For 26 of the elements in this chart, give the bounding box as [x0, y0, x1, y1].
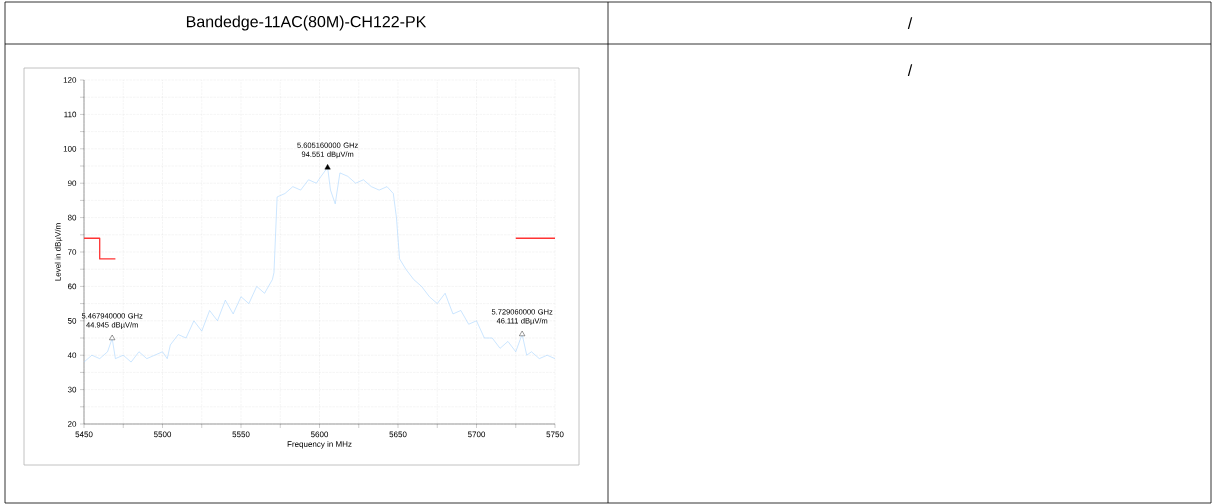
x-tick-label: 5650 — [389, 431, 407, 438]
point — [109, 334, 116, 340]
chart-title: Bandedge-11AC(80M)-CH122-PK — [186, 15, 427, 31]
y-tick-label: 120 — [63, 77, 77, 83]
y-axis-title: Level in dBµV/m — [54, 223, 63, 281]
y-tick-label: 60 — [67, 283, 77, 290]
x-tick-label: 5500 — [153, 431, 172, 438]
x-tick-label: 5600 — [310, 431, 329, 438]
x-tick-label: 5450 — [75, 431, 93, 438]
point — [324, 164, 331, 170]
y-tick-label: 90 — [67, 180, 77, 187]
y-tick-label: 100 — [63, 145, 77, 152]
y-tick-label: 110 — [64, 111, 77, 118]
point — [519, 330, 526, 336]
x-tick-label: 5700 — [467, 431, 486, 438]
y-tick-label: 20 — [67, 421, 77, 427]
y-tick-label: 70 — [67, 249, 77, 255]
y-tick-label: 40 — [67, 352, 77, 359]
y-tick-label: 80 — [67, 214, 77, 221]
x-tick-label: 5550 — [232, 431, 250, 438]
text: / — [907, 17, 913, 29]
y-tick-label: 30 — [67, 386, 77, 393]
text: / — [907, 64, 913, 76]
x-tick-label: 5750 — [546, 431, 564, 438]
x-axis-title: Frequency in MHz — [287, 441, 352, 449]
y-tick-label: 50 — [67, 317, 77, 324]
